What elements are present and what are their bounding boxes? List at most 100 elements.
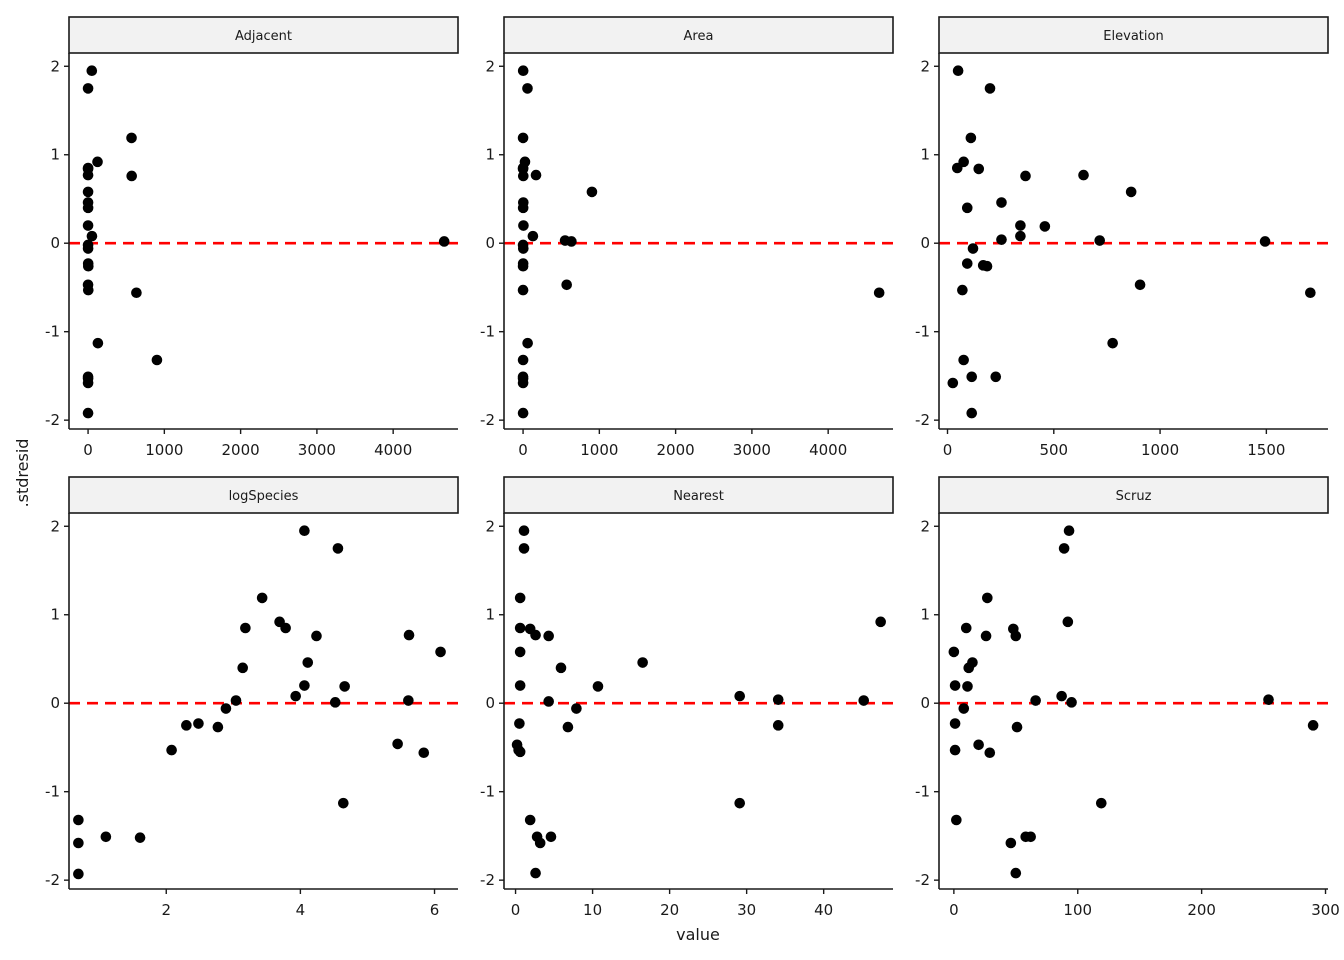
x-axis-title: value — [676, 925, 720, 944]
x-tick-label: 4000 — [374, 441, 412, 459]
x-tick-label: 1500 — [1247, 441, 1285, 459]
data-point — [332, 543, 344, 554]
y-tick-label: 2 — [485, 57, 495, 75]
data-point — [1039, 221, 1051, 232]
data-point — [527, 230, 539, 242]
y-tick-label: -2 — [45, 411, 60, 429]
data-point — [543, 630, 554, 642]
data-point — [566, 236, 577, 247]
y-tick-label: -1 — [45, 783, 60, 801]
data-point — [1011, 721, 1023, 733]
data-point — [963, 662, 975, 674]
x-tick-label: 1000 — [1141, 441, 1179, 459]
data-point — [299, 680, 310, 691]
data-point — [134, 832, 146, 843]
y-tick-label: 1 — [50, 606, 60, 624]
facet-panel-scruz: Scruz -2 -1 0 1 2 0 100 200 300 — [915, 476, 1340, 919]
y-tick-label: -1 — [480, 783, 495, 801]
data-point — [403, 695, 414, 706]
x-tick-label: 0 — [511, 901, 521, 919]
y-tick-label: 2 — [920, 57, 930, 75]
data-point — [517, 284, 529, 296]
facet-panel-logspecies: logSpecies -2 -1 0 1 2 2 4 6 — [45, 476, 459, 919]
facet-strip-label: logSpecies — [229, 489, 299, 504]
data-point — [82, 169, 94, 181]
data-point — [873, 287, 885, 299]
data-point — [1307, 720, 1319, 731]
data-point — [961, 258, 973, 269]
data-point — [151, 354, 163, 366]
x-tick-label: 1000 — [145, 441, 183, 459]
data-point — [984, 83, 996, 94]
facet-strip-label: Area — [684, 29, 714, 44]
facet-strip — [503, 476, 894, 514]
data-point — [212, 721, 224, 733]
data-point — [126, 132, 137, 144]
y-tick-label: 2 — [50, 57, 60, 75]
facet-panel-adjacent: Adjacent -2 -1 0 1 2 0 1000 2000 3000 4000 — [45, 16, 459, 459]
data-point — [543, 696, 554, 707]
y-tick-label: 1 — [485, 146, 495, 164]
data-point — [82, 220, 94, 231]
x-tick-label: 0 — [949, 901, 959, 919]
facet-strip-label: Nearest — [673, 489, 724, 504]
data-point — [73, 814, 84, 826]
y-tick-label: -2 — [915, 411, 930, 429]
data-point — [981, 260, 993, 272]
data-point — [100, 831, 112, 843]
data-point — [951, 162, 963, 174]
data-point — [514, 592, 526, 604]
data-point — [514, 646, 526, 658]
data-point — [240, 622, 251, 634]
data-point — [958, 703, 970, 714]
data-point — [545, 831, 557, 843]
data-point — [1094, 235, 1106, 246]
data-point — [181, 720, 192, 731]
x-tick-label: 40 — [814, 901, 833, 919]
data-point — [92, 156, 103, 168]
data-point — [517, 377, 529, 389]
data-point — [290, 690, 301, 702]
data-point — [947, 377, 959, 389]
data-point — [1078, 169, 1089, 181]
data-point — [957, 284, 968, 296]
data-point — [339, 681, 350, 692]
data-point — [530, 169, 542, 181]
data-point — [86, 65, 98, 76]
data-point — [1095, 797, 1107, 809]
facet-panel-elevation: Elevation -2 -1 0 1 2 0 500 1000 1500 — [915, 16, 1329, 459]
data-point — [772, 720, 784, 731]
data-point — [302, 657, 314, 668]
y-axis-title: .stdresid — [13, 439, 32, 508]
data-point — [517, 354, 529, 366]
facet-strip — [68, 16, 459, 54]
data-point — [131, 287, 142, 299]
data-point — [73, 868, 84, 880]
data-point — [1058, 543, 1070, 554]
y-tick-label: 1 — [485, 606, 495, 624]
data-point — [562, 721, 574, 733]
y-tick-label: 0 — [50, 234, 60, 252]
data-point — [1005, 837, 1017, 849]
data-point — [949, 744, 961, 756]
data-point — [418, 747, 430, 759]
data-point — [734, 690, 746, 702]
facet-strip — [68, 476, 459, 514]
y-tick-label: -1 — [480, 323, 495, 341]
data-point — [82, 243, 94, 254]
data-point — [960, 622, 972, 634]
facet-strip-label: Scruz — [1116, 489, 1152, 504]
data-point — [338, 797, 349, 809]
y-tick-label: 2 — [920, 517, 930, 535]
data-point — [82, 202, 94, 214]
data-point — [1010, 630, 1022, 642]
data-point — [772, 694, 784, 705]
data-point — [403, 629, 415, 641]
y-tick-label: -1 — [915, 783, 930, 801]
x-tick-label: 3000 — [298, 441, 336, 459]
data-point — [1056, 690, 1067, 702]
data-point — [517, 132, 529, 144]
y-tick-label: 0 — [920, 694, 930, 712]
